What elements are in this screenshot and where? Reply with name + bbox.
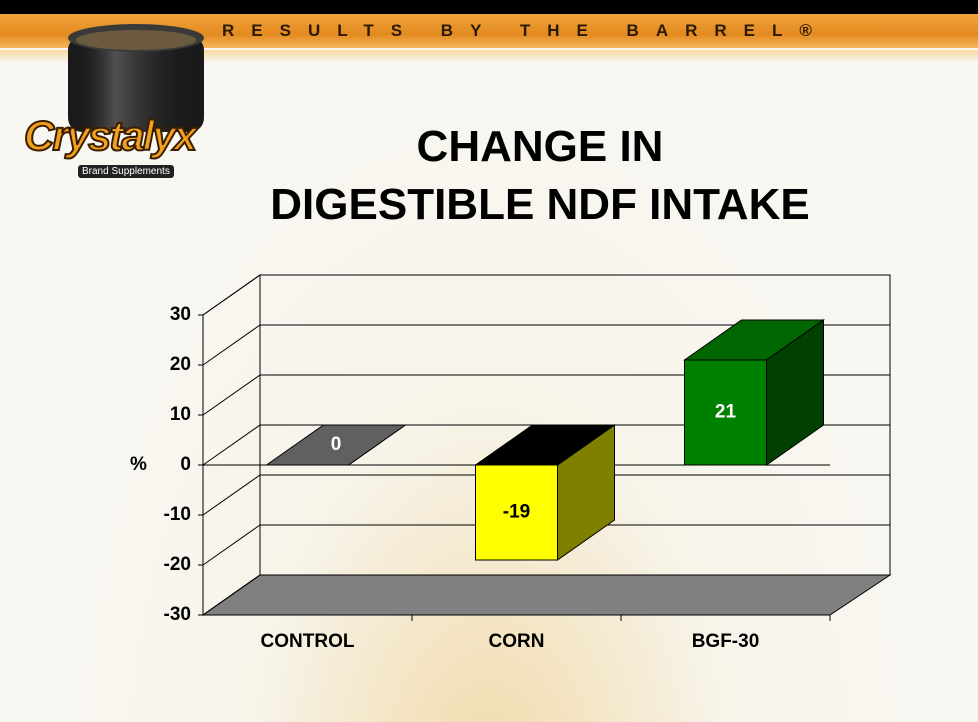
chart-title: CHANGE IN DIGESTIBLE NDF INTAKE xyxy=(270,122,810,229)
value-label: 21 xyxy=(715,402,737,423)
bar-front xyxy=(684,359,767,466)
y-axis-label: % xyxy=(130,454,147,475)
value-label: 0 xyxy=(331,434,342,455)
top-bar xyxy=(0,0,978,14)
logo-subtitle: Brand Supplements xyxy=(78,165,174,178)
y-tick-label: -30 xyxy=(164,604,191,625)
x-tick-label: CONTROL xyxy=(261,631,355,652)
logo: Crystalyx xyxy=(23,111,198,160)
grid-line xyxy=(202,574,261,616)
grid-line xyxy=(202,474,261,516)
tagline: RESULTS BY THE BARREL® xyxy=(222,21,829,40)
bar xyxy=(682,319,826,466)
barrel-image xyxy=(68,24,204,132)
grid-line xyxy=(202,424,261,466)
bar-front xyxy=(475,464,558,561)
value-label: -19 xyxy=(503,502,530,523)
x-tick-label: BGF-30 xyxy=(692,631,760,652)
y-tick-label: 30 xyxy=(170,304,191,325)
y-tick-label: 0 xyxy=(180,454,191,475)
grid-line xyxy=(202,274,261,316)
floor xyxy=(201,574,892,616)
grid-line xyxy=(202,324,261,366)
header-fade xyxy=(0,50,978,62)
grid-line xyxy=(202,374,261,416)
y-tick-label: 20 xyxy=(170,354,191,375)
y-tick-label: -20 xyxy=(164,554,191,575)
bar xyxy=(264,424,408,466)
bar-top xyxy=(264,424,408,466)
x-tick-label: CORN xyxy=(489,631,545,652)
grid-line xyxy=(202,524,261,566)
y-tick-label: -10 xyxy=(164,504,191,525)
y-tick-label: 10 xyxy=(170,404,191,425)
bar xyxy=(473,424,617,561)
